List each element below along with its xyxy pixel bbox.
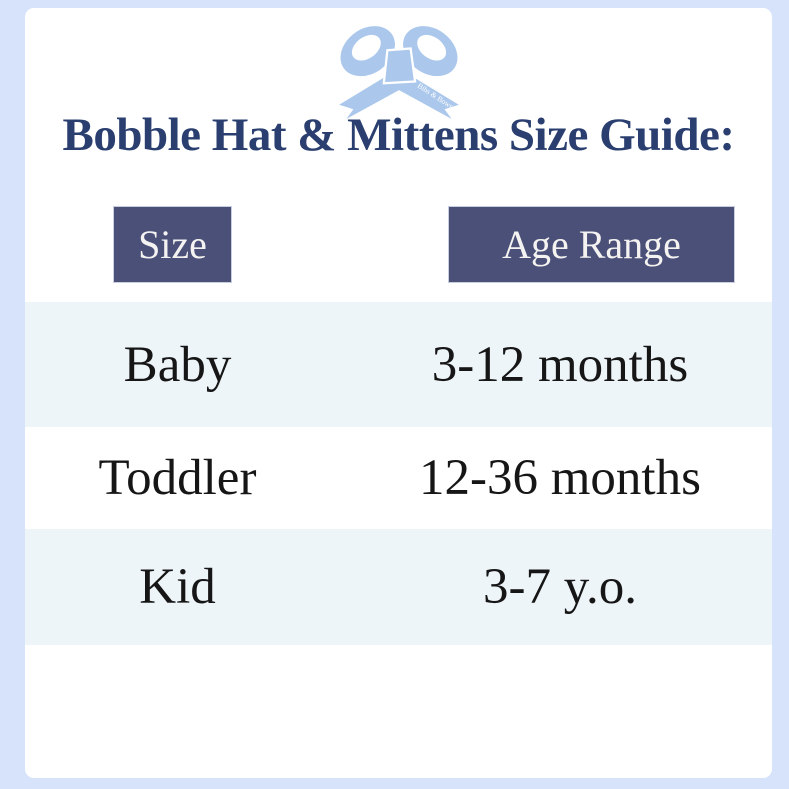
page-title: Bobble Hat & Mittens Size Guide: bbox=[62, 109, 736, 161]
age-cell: 12-36 months bbox=[419, 450, 701, 506]
table-row-baby: Baby 3-12 months bbox=[25, 302, 772, 427]
size-cell: Baby bbox=[123, 336, 232, 393]
column-header-age: Age Range bbox=[448, 206, 735, 283]
bow-left-loop bbox=[340, 26, 395, 77]
size-cell: Toddler bbox=[98, 450, 257, 506]
table-row-toddler: Toddler 12-36 months bbox=[25, 427, 772, 529]
column-header-size: Size bbox=[113, 206, 232, 283]
bow-knot bbox=[382, 47, 416, 85]
bow-right-loop bbox=[402, 26, 457, 77]
column-header-age-label: Age Range bbox=[502, 222, 681, 267]
table-row-kid: Kid 3-7 y.o. bbox=[25, 529, 772, 645]
age-cell: 3-7 y.o. bbox=[483, 559, 637, 615]
size-cell: Kid bbox=[139, 559, 216, 615]
column-header-size-label: Size bbox=[138, 222, 207, 267]
age-cell: 3-12 months bbox=[431, 336, 689, 393]
bow-icon: Bibs & Bows bbox=[338, 26, 459, 120]
size-guide-panel: Bibs & Bows Bobble Hat & Mittens Size Gu… bbox=[25, 8, 772, 778]
